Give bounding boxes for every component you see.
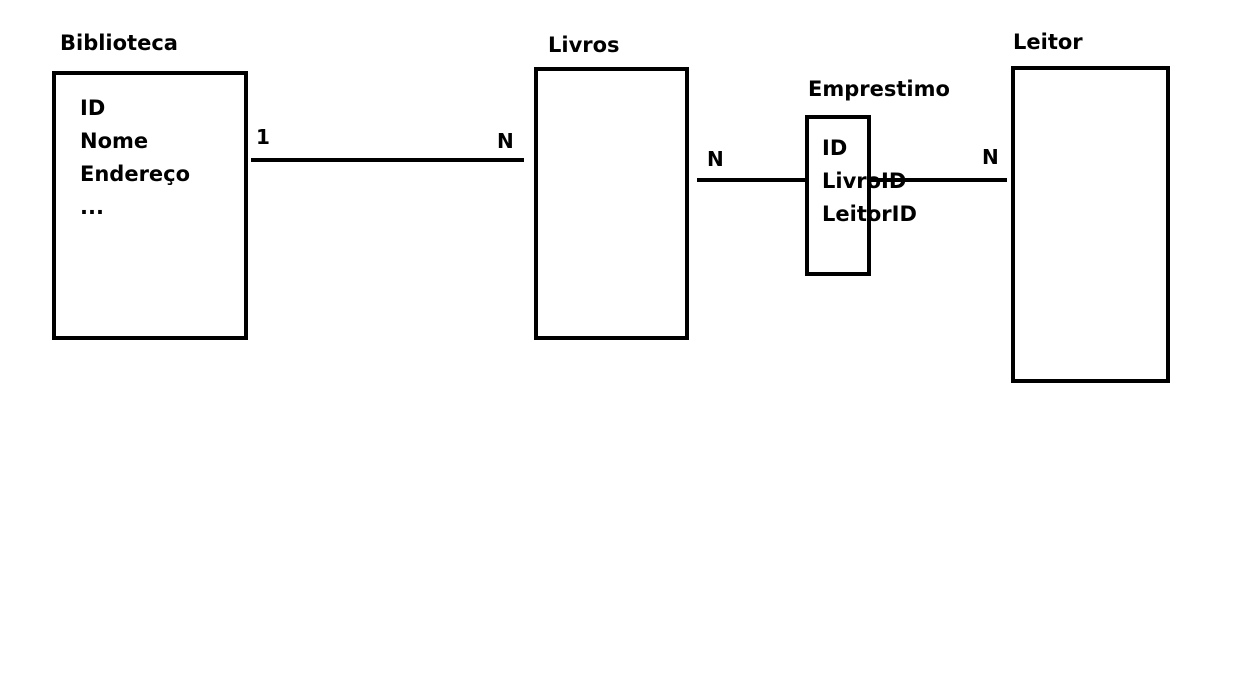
attribute-biblioteca-endereco: Endereço: [80, 162, 191, 186]
attribute-emprestimo-id: ID: [822, 136, 848, 160]
attribute-emprestimo-leitorid: LeitorID: [822, 202, 917, 226]
entity-title-livros: Livros: [548, 33, 620, 57]
entity-box-biblioteca: [52, 71, 248, 340]
cardinality-livros-emprestimo: N: [707, 147, 724, 171]
entity-box-emprestimo: [805, 115, 871, 276]
cardinality-leitor-side: N: [982, 145, 999, 169]
relationship-line-livros-emprestimo: [697, 178, 807, 182]
attribute-biblioteca-ellipsis: ...: [80, 195, 104, 219]
relationship-line-emprestimo-leitor: [869, 178, 1007, 182]
attribute-emprestimo-livroid: LivroID: [822, 169, 907, 193]
relationship-line-biblioteca-livros: [251, 158, 524, 162]
cardinality-livros-side: N: [497, 129, 514, 153]
entity-box-leitor: [1011, 66, 1170, 383]
entity-box-livros: [534, 67, 689, 340]
attribute-biblioteca-id: ID: [80, 96, 106, 120]
attribute-biblioteca-nome: Nome: [80, 129, 149, 153]
entity-title-biblioteca: Biblioteca: [60, 31, 178, 55]
entity-title-emprestimo: Emprestimo: [808, 77, 950, 101]
entity-title-leitor: Leitor: [1013, 30, 1083, 54]
cardinality-biblioteca-side: 1: [256, 125, 270, 149]
